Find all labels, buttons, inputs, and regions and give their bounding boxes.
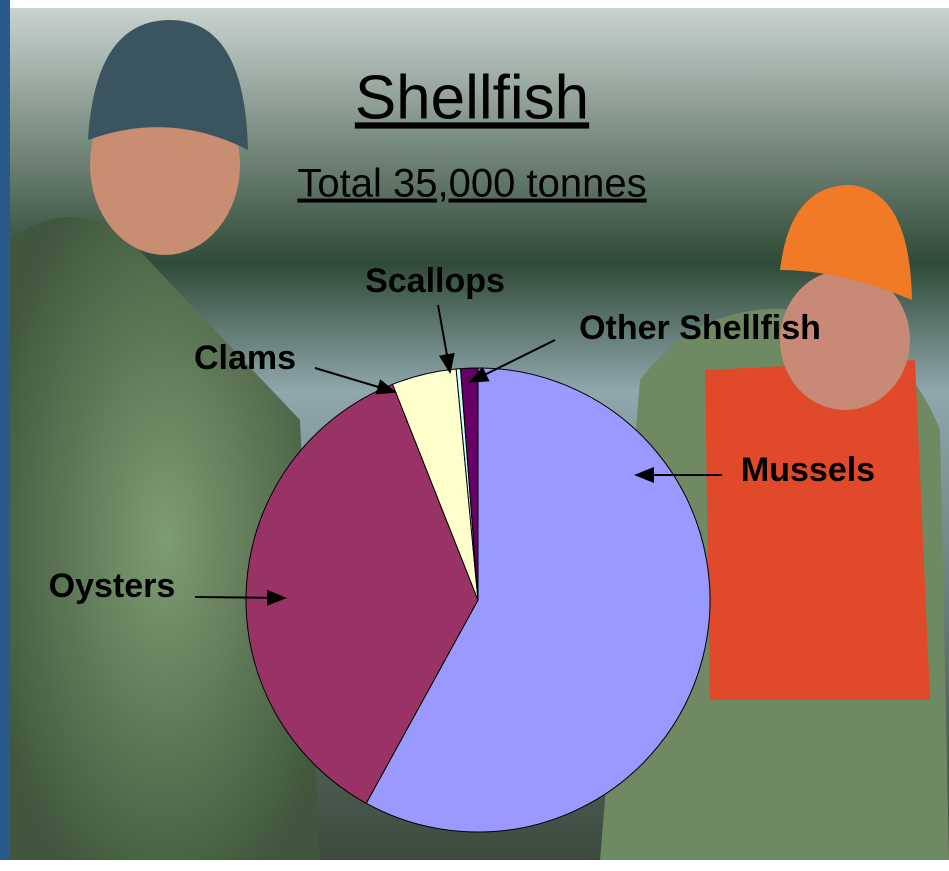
slice-label: Oysters [49, 567, 176, 605]
vest-right [705, 360, 930, 700]
leader-arrow [195, 597, 285, 598]
chart-title: Shellfish [355, 63, 589, 132]
left-edge [0, 0, 10, 860]
slice-label: Other Shellfish [579, 309, 821, 347]
slide: Shellfish Total 35,000 tonnes Mussels Oys… [0, 0, 949, 871]
slice-label: Clams [194, 339, 296, 377]
slice-label: Mussels [741, 451, 875, 489]
slice-label: Scallops [365, 262, 505, 300]
chart-subtitle: Total 35,000 tonnes [297, 162, 646, 206]
